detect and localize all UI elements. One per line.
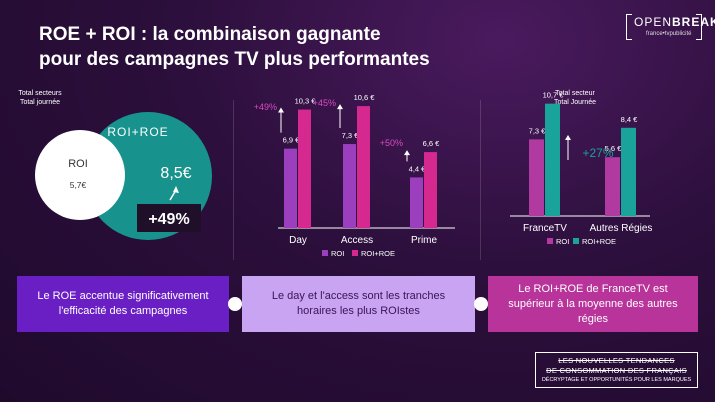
category-label: Autres Régies — [590, 223, 653, 234]
divider-left — [233, 100, 234, 260]
logo-bracket-left — [626, 14, 632, 40]
connector-dot-1 — [228, 297, 242, 311]
bar-roi-roe-0 — [545, 103, 560, 216]
divider-right — [480, 100, 481, 260]
bar-roi-roe-2 — [424, 152, 437, 228]
bar-value-label: 7,3 € — [529, 126, 547, 135]
bar-roi-1 — [343, 144, 356, 228]
bar-value-label: 7,3 € — [342, 131, 360, 140]
bar-value-label: 6,6 € — [423, 139, 441, 148]
category-label: Prime — [411, 235, 438, 246]
logo-subtext: france•tvpublicité — [646, 31, 692, 37]
legend-swatch — [573, 238, 579, 244]
bar-roi-1 — [605, 157, 620, 216]
bar-roi-0 — [284, 148, 297, 228]
legend-label: ROI — [331, 249, 344, 258]
left-scope-line-2: Total journée — [19, 99, 61, 106]
right-scope-line-1: Total secteur — [555, 90, 595, 97]
bar-value-label: 5,6 € — [605, 144, 623, 153]
legend-label: ROI+ROE — [582, 237, 616, 246]
page-title: ROE + ROI : la combinaison gagnante pour… — [39, 22, 499, 72]
category-label: FranceTV — [523, 223, 567, 234]
uplift-arrow-head — [173, 186, 179, 193]
roi-circle-label: ROI — [68, 158, 88, 170]
daypart-bar-chart: 6,9 € 10,3 € Day +49% 7,3 € 10,6 € Access +45% 4… — [254, 93, 455, 258]
growth-annotation: +49% — [254, 102, 277, 112]
regie-growth-annotation: +27% — [582, 146, 613, 160]
bar-value-label: 6,9 € — [283, 136, 301, 145]
footer-brand-box: LES NOUVELLES TENDANCES DE CONSOMMATION … — [535, 352, 698, 388]
bar-value-label: 10,3 € — [295, 97, 317, 106]
regie-growth-arrow-head — [565, 135, 571, 140]
roi-roe-circle-value: 8,5€ — [160, 165, 191, 182]
bar-value-label: 4,4 € — [409, 164, 427, 173]
callout-dayparts: Le day et l'access sont les tranches hor… — [242, 276, 475, 332]
legend-label: ROI — [556, 237, 569, 246]
right-scope-label: Total secteur Total Journée — [540, 89, 610, 107]
logo-break: BREAK — [672, 15, 715, 29]
growth-arrow-head — [278, 107, 284, 113]
bar-value-label: 10,6 € — [354, 93, 376, 102]
growth-arrow-head — [404, 150, 410, 156]
openbreak-logo: OPENBREAK france•tvpublicité — [626, 14, 715, 42]
title-line-1: ROE + ROI : la combinaison gagnante — [39, 24, 381, 45]
callout-francetv: Le ROI+ROE de FranceTV est supérieur à l… — [488, 276, 698, 332]
legend-label: ROI+ROE — [361, 249, 395, 258]
growth-annotation: +45% — [313, 98, 336, 108]
bar-roi-roe-0 — [298, 109, 311, 228]
bar-roi-0 — [529, 139, 544, 216]
logo-bracket-right — [696, 14, 702, 40]
legend-swatch — [352, 250, 358, 256]
category-label: Access — [341, 235, 373, 246]
regie-bar-chart: 7,3 € 10,7 € FranceTV 5,6 € 8,4 € Autres Régi… — [510, 91, 652, 246]
right-scope-line-2: Total Journée — [553, 99, 597, 106]
footer-line-3: DÉCRYPTAGE ET OPPORTUNITÉS POUR LES MARQ… — [541, 377, 692, 383]
bar-roi-roe-1 — [357, 106, 370, 228]
bar-roi-2 — [410, 177, 423, 228]
category-label: Day — [289, 235, 307, 246]
legend-swatch — [322, 250, 328, 256]
legend-swatch — [547, 238, 553, 244]
bar-value-label: 10,7 € — [543, 91, 565, 100]
bar-roi-roe-1 — [621, 127, 636, 216]
roi-roe-circle-label: ROI+ROE — [107, 125, 168, 139]
footer-line-1: LES NOUVELLES TENDANCES — [558, 356, 675, 365]
logo-open: OPEN — [634, 15, 673, 29]
uplift-box — [137, 204, 201, 232]
roi-circle-value: 5,7€ — [70, 180, 87, 190]
roi-circle — [35, 130, 125, 220]
growth-arrow-head — [337, 104, 343, 110]
connector-dot-2 — [474, 297, 488, 311]
title-line-2: pour des campagnes TV plus performantes — [39, 49, 430, 70]
footer-line-2: DE CONSOMMATION DES FRANÇAIS — [546, 366, 687, 375]
bar-value-label: 8,4 € — [621, 115, 639, 124]
callout-roe-efficiency: Le ROE accentue significativement l'effi… — [17, 276, 229, 332]
left-scope-label: Total secteurs Total journée — [8, 89, 72, 107]
growth-annotation: +50% — [380, 138, 403, 148]
logo-wordmark: OPENBREAK — [634, 15, 715, 29]
left-scope-line-1: Total secteurs — [18, 90, 62, 97]
uplift-value: +49% — [148, 211, 189, 228]
